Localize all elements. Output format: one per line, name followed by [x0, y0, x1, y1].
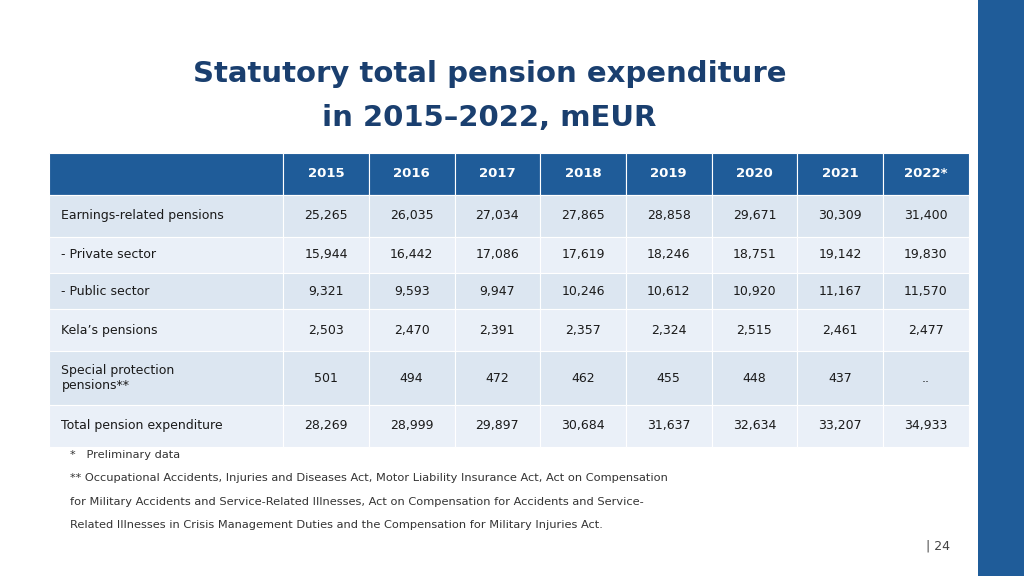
- Text: 17,086: 17,086: [475, 248, 519, 262]
- Text: 2,391: 2,391: [479, 324, 515, 337]
- Text: 2,477: 2,477: [908, 324, 944, 337]
- Text: 2017: 2017: [479, 167, 516, 180]
- Text: 30,309: 30,309: [818, 209, 862, 222]
- Text: 494: 494: [399, 372, 424, 385]
- Text: 28,858: 28,858: [647, 209, 690, 222]
- Text: Statutory total pension expenditure: Statutory total pension expenditure: [193, 60, 786, 89]
- Text: 32,634: 32,634: [733, 419, 776, 433]
- Text: 472: 472: [485, 372, 509, 385]
- Text: 28,999: 28,999: [390, 419, 433, 433]
- Text: 437: 437: [828, 372, 852, 385]
- Text: 9,593: 9,593: [394, 285, 429, 298]
- Text: 9,321: 9,321: [308, 285, 344, 298]
- Text: 33,207: 33,207: [818, 419, 862, 433]
- Text: 462: 462: [571, 372, 595, 385]
- Text: 30,684: 30,684: [561, 419, 605, 433]
- Text: 2018: 2018: [564, 167, 601, 180]
- Text: 16,442: 16,442: [390, 248, 433, 262]
- Text: 2019: 2019: [650, 167, 687, 180]
- Text: 2,357: 2,357: [565, 324, 601, 337]
- Text: 34,933: 34,933: [904, 419, 947, 433]
- Text: 2021: 2021: [822, 167, 858, 180]
- Text: 10,246: 10,246: [561, 285, 605, 298]
- Text: 2,470: 2,470: [394, 324, 429, 337]
- Text: 2,503: 2,503: [308, 324, 344, 337]
- Text: 31,637: 31,637: [647, 419, 690, 433]
- Text: 26,035: 26,035: [390, 209, 433, 222]
- Text: 19,830: 19,830: [904, 248, 947, 262]
- Text: Special protection
pensions**: Special protection pensions**: [61, 364, 175, 392]
- Text: ..: ..: [922, 372, 930, 385]
- Text: 9,947: 9,947: [479, 285, 515, 298]
- Text: for Military Accidents and Service-Related Illnesses, Act on Compensation for Ac: for Military Accidents and Service-Relat…: [70, 497, 643, 506]
- Text: 11,570: 11,570: [904, 285, 947, 298]
- Text: 19,142: 19,142: [818, 248, 862, 262]
- Text: ** Occupational Accidents, Injuries and Diseases Act, Motor Liability Insurance : ** Occupational Accidents, Injuries and …: [70, 473, 668, 483]
- Text: *   Preliminary data: * Preliminary data: [70, 450, 180, 460]
- Text: 501: 501: [314, 372, 338, 385]
- Text: Total pension expenditure: Total pension expenditure: [61, 419, 223, 433]
- Text: 18,246: 18,246: [647, 248, 690, 262]
- Text: Kela’s pensions: Kela’s pensions: [61, 324, 158, 337]
- Text: 29,897: 29,897: [475, 419, 519, 433]
- Text: 27,865: 27,865: [561, 209, 605, 222]
- Text: 28,269: 28,269: [304, 419, 348, 433]
- Text: in 2015–2022, mEUR: in 2015–2022, mEUR: [323, 104, 656, 132]
- Text: 2,324: 2,324: [651, 324, 686, 337]
- Text: 15,944: 15,944: [304, 248, 348, 262]
- Text: 18,751: 18,751: [732, 248, 776, 262]
- Text: 10,612: 10,612: [647, 285, 690, 298]
- Text: 455: 455: [656, 372, 681, 385]
- Text: - Public sector: - Public sector: [61, 285, 150, 298]
- Text: 10,920: 10,920: [732, 285, 776, 298]
- Text: 2,461: 2,461: [822, 324, 858, 337]
- Text: Earnings-related pensions: Earnings-related pensions: [61, 209, 224, 222]
- Text: 25,265: 25,265: [304, 209, 348, 222]
- Text: 27,034: 27,034: [475, 209, 519, 222]
- Text: 2016: 2016: [393, 167, 430, 180]
- Text: | 24: | 24: [927, 540, 950, 553]
- Text: 448: 448: [742, 372, 766, 385]
- Text: 2020: 2020: [736, 167, 773, 180]
- Text: 2022*: 2022*: [904, 167, 947, 180]
- Text: Related Illnesses in Crisis Management Duties and the Compensation for Military : Related Illnesses in Crisis Management D…: [70, 520, 602, 529]
- Text: 29,671: 29,671: [733, 209, 776, 222]
- Text: 2015: 2015: [307, 167, 344, 180]
- Text: - Private sector: - Private sector: [61, 248, 157, 262]
- Text: 2,515: 2,515: [736, 324, 772, 337]
- Text: 31,400: 31,400: [904, 209, 947, 222]
- Text: 17,619: 17,619: [561, 248, 605, 262]
- Text: 11,167: 11,167: [818, 285, 862, 298]
